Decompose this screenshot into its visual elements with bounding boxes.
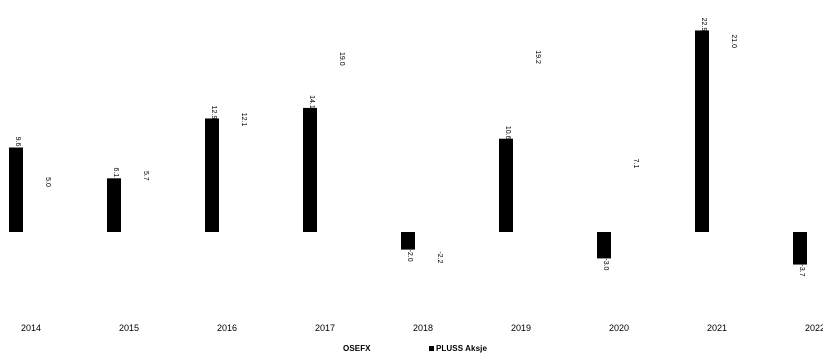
x-tick-2019: 2019 [511,323,531,333]
bar-pluss-aksje-2016 [205,118,219,232]
bars-group [9,30,807,265]
legend-label-osefx: OSEFX [343,344,371,353]
x-tick-2016: 2016 [217,323,237,333]
x-tick-2022: 2022 [805,323,823,333]
bar-osefx-2016 [235,125,249,232]
bar-pluss-aksje-2022 [793,232,807,265]
data-label-pluss-aksje-2017: 14.1 [308,95,315,109]
data-label-pluss-aksje-2015: 6.1 [112,167,119,177]
legend-item-pluss-aksje: PLUSS Aksje [428,344,487,353]
bar-pluss-aksje-2019 [499,138,513,232]
data-label-osefx-2019: 19.2 [534,50,541,64]
data-label-osefx-2020: 7.1 [632,159,639,169]
bar-osefx-2021 [725,47,739,233]
bar-osefx-2015 [137,181,151,232]
bar-osefx-2014 [39,188,53,232]
data-label-osefx-2017: 19.0 [338,52,345,66]
data-label-pluss-aksje-2018: -2.0 [406,250,413,262]
data-labels-group: 9.6 5.0 6.1 5.7 12.9 12.1 14.1 19.0 -2.0 -2.2 10.6… [14,18,805,277]
x-tick-2015: 2015 [119,323,139,333]
legend: OSEFX PLUSS Aksje [0,344,823,353]
data-label-osefx-2014: 5.0 [44,177,51,187]
data-label-osefx-2016: 12.1 [240,113,247,127]
bar-osefx-2018 [431,232,445,252]
bar-pluss-aksje-2017 [303,107,317,232]
bar-pluss-aksje-2018 [401,232,415,250]
data-label-osefx-2015: 5.7 [142,171,149,181]
bar-osefx-2017 [333,64,347,232]
bar-pluss-aksje-2015 [107,178,121,232]
data-label-pluss-aksje-2016: 12.9 [210,106,217,120]
x-tick-2018: 2018 [413,323,433,333]
data-label-pluss-aksje-2021: 22.9 [700,18,707,32]
bar-osefx-2020 [627,169,641,232]
legend-item-osefx: OSEFX [336,344,371,353]
data-label-osefx-2021: 21.0 [730,34,737,48]
data-label-osefx-2018: -2.2 [436,251,443,263]
legend-swatch-osefx [336,346,341,352]
x-tick-2014: 2014 [21,323,41,333]
x-tick-2017: 2017 [315,323,335,333]
data-label-pluss-aksje-2022: -3.7 [798,265,805,277]
bar-osefx-2019 [529,63,543,232]
bar-pluss-aksje-2021 [695,30,709,233]
legend-swatch-pluss-aksje [428,346,434,352]
data-label-pluss-aksje-2014: 9.6 [14,137,21,147]
x-axis-ticks: 2014 2015 2016 2017 2018 2019 2020 2021 2022 [21,323,823,333]
x-tick-2020: 2020 [609,323,629,333]
legend-label-pluss-aksje: PLUSS Aksje [435,344,487,353]
bar-pluss-aksje-2014 [9,147,23,232]
x-tick-2021: 2021 [707,323,727,333]
data-label-pluss-aksje-2019: 10.6 [504,126,511,140]
data-label-pluss-aksje-2020: -3.0 [602,258,609,270]
bar-pluss-aksje-2020 [597,232,611,259]
